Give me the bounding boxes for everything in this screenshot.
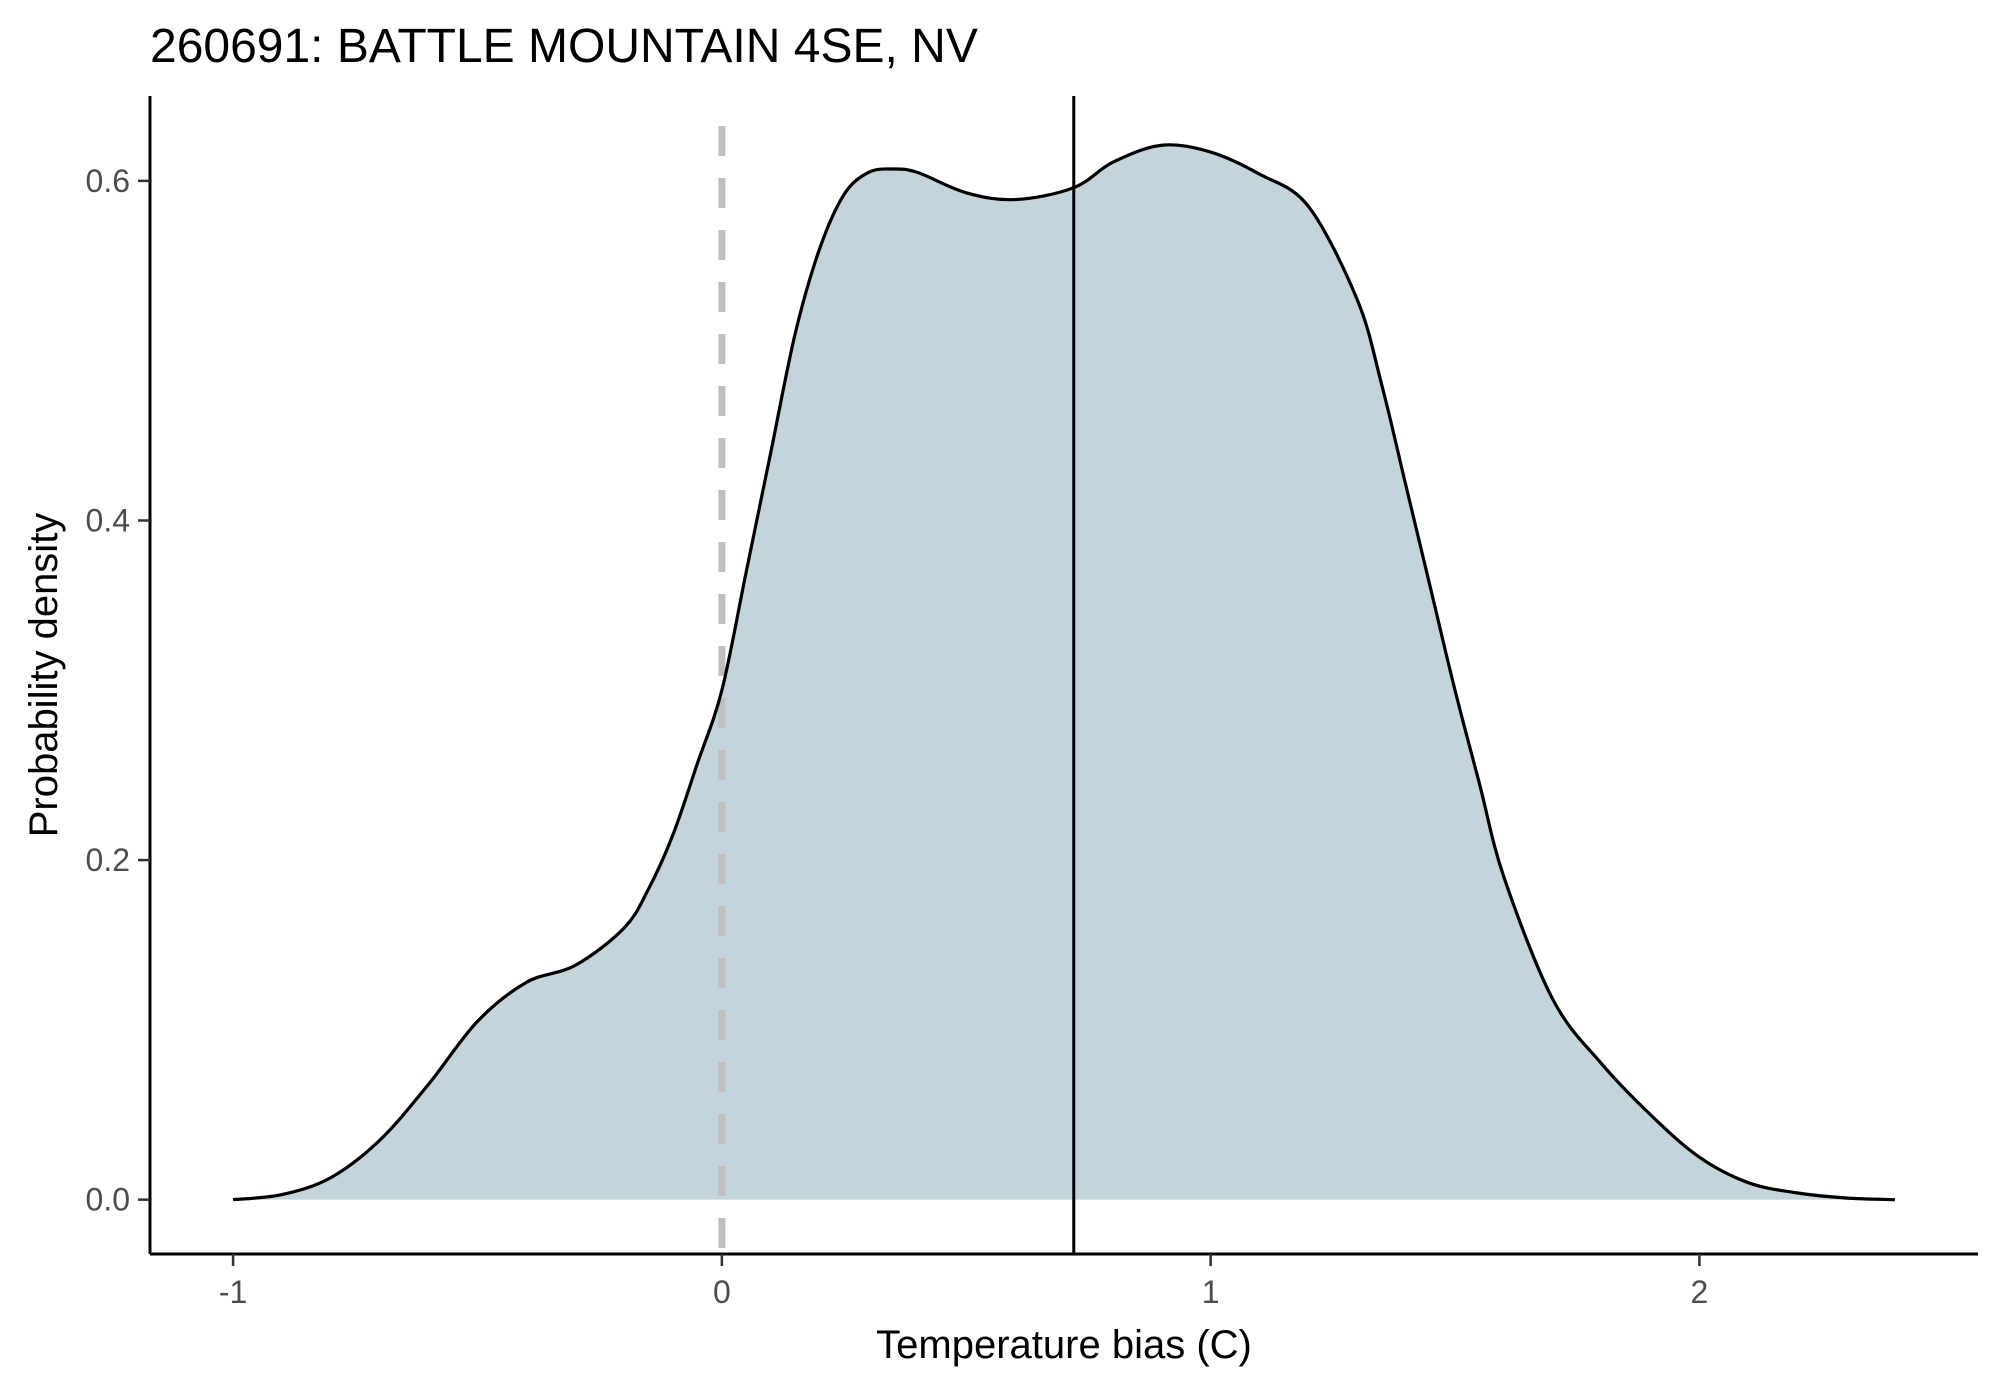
x-tick-label: 0 bbox=[713, 1274, 731, 1310]
density-curve bbox=[232, 143, 1895, 1202]
y-tick-label: 0.4 bbox=[86, 502, 130, 538]
x-tick-label: 2 bbox=[1691, 1274, 1709, 1310]
x-axis-title: Temperature bias (C) bbox=[876, 1323, 1252, 1367]
y-tick-label: 0.6 bbox=[86, 163, 130, 199]
x-axis-ticks: -1 0 1 2 bbox=[219, 1254, 1708, 1310]
density-area-fill bbox=[233, 144, 1895, 1200]
y-tick-label: 0.0 bbox=[86, 1182, 130, 1218]
chart-title: 260691: BATTLE MOUNTAIN 4SE, NV bbox=[150, 20, 978, 73]
y-tick-label: 0.2 bbox=[86, 842, 130, 878]
plot-area bbox=[232, 96, 1895, 1254]
y-axis-title: Probability density bbox=[22, 513, 66, 838]
y-axis-ticks: 0.0 0.2 0.4 0.6 bbox=[86, 163, 150, 1218]
x-tick-label: -1 bbox=[219, 1274, 247, 1310]
x-tick-label: 1 bbox=[1202, 1274, 1220, 1310]
